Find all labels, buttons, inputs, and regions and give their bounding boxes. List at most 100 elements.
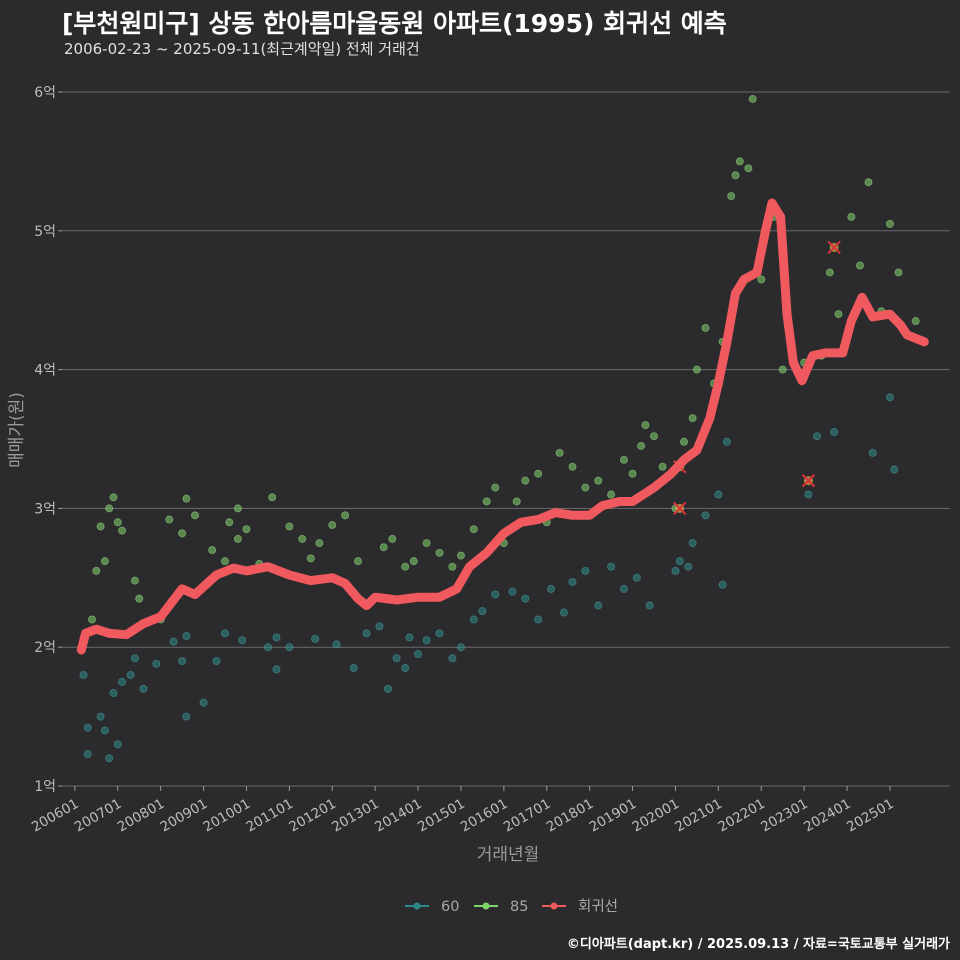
- series-60-point: [632, 573, 641, 582]
- series-60-point: [813, 432, 822, 441]
- series-85-point: [555, 448, 564, 457]
- regression-line: [76, 198, 929, 655]
- chart-title: [부천원미구] 상동 한아름마을동원 아파트(1995) 회귀선 예측: [62, 9, 727, 38]
- series-85-point: [680, 437, 689, 446]
- series-60-point: [701, 511, 710, 520]
- series-85-point: [298, 534, 307, 543]
- series-85-point: [748, 94, 757, 103]
- series-85-point: [469, 525, 478, 534]
- series-85-point: [491, 483, 500, 492]
- series-60-point: [375, 622, 384, 631]
- series-85-point: [911, 317, 920, 326]
- series-85-point: [208, 546, 217, 555]
- series-60-point: [212, 657, 221, 666]
- series-60-point: [722, 437, 731, 446]
- series-85-point: [885, 219, 894, 228]
- series-60-point: [414, 650, 423, 659]
- series-60-point: [581, 566, 590, 575]
- x-tick-label: 202101: [672, 796, 725, 836]
- series-85-point: [688, 414, 697, 423]
- y-tick-label: 3억: [34, 501, 56, 517]
- series-85-point: [456, 551, 465, 560]
- series-85-point: [388, 534, 397, 543]
- series-60-point: [182, 632, 191, 641]
- series-85-point: [534, 469, 543, 478]
- series-85-point: [692, 365, 701, 374]
- series-60-point: [547, 584, 556, 593]
- series-60-point: [79, 670, 88, 679]
- x-tick-label: 201401: [372, 796, 425, 836]
- series-85-point: [96, 522, 105, 531]
- x-tick-label: 201801: [544, 796, 597, 836]
- y-tick-label: 5억: [34, 224, 56, 240]
- series-60-point: [594, 601, 603, 610]
- series-60-point: [199, 698, 208, 707]
- series-60-point: [890, 465, 899, 474]
- series-85-point: [581, 483, 590, 492]
- x-tick-label: 200701: [72, 796, 125, 836]
- x-tick-label: 200901: [158, 796, 211, 836]
- legend-swatch-dot: [413, 902, 421, 910]
- series-60-point: [435, 629, 444, 638]
- series-60-point: [100, 726, 109, 735]
- series-85-point: [315, 539, 324, 548]
- series-60-point: [349, 664, 358, 673]
- series-85-point: [735, 157, 744, 166]
- series-85-point: [328, 521, 337, 530]
- series-85-point: [379, 543, 388, 552]
- credit-text: ©디아파트(dapt.kr) / 2025.09.13 / 자료=국토교통부 실…: [566, 937, 950, 952]
- series-60-point: [469, 615, 478, 624]
- series-60-point: [645, 601, 654, 610]
- series-60-point: [311, 634, 320, 643]
- x-tick-label: 200801: [115, 796, 168, 836]
- series-60-point: [714, 490, 723, 499]
- chart-subtitle: 2006-02-23 ~ 2025-09-11(최근계약일) 전체 거래건: [64, 40, 420, 58]
- series-60-point: [392, 654, 401, 663]
- series-60-point: [139, 684, 148, 693]
- series-85-point: [401, 562, 410, 571]
- series-60-point: [118, 677, 127, 686]
- series-60-point: [491, 590, 500, 599]
- series-60-point: [401, 664, 410, 673]
- highlight-cross: [673, 501, 687, 516]
- series-60-point: [285, 643, 294, 652]
- series-60-point: [804, 490, 813, 499]
- x-tick-label: 202001: [630, 796, 683, 836]
- series-85-point: [422, 539, 431, 548]
- series-85-point: [105, 504, 114, 513]
- series-60-point: [126, 670, 135, 679]
- x-axis-label: 거래년월: [477, 845, 540, 865]
- series-85-point: [619, 455, 628, 464]
- series-60-point: [868, 448, 877, 457]
- series-60-point: [456, 643, 465, 652]
- series-85-point: [778, 365, 787, 374]
- series-60-point: [152, 659, 161, 668]
- series-85-point: [221, 557, 230, 566]
- series-60-point: [619, 584, 628, 593]
- series-85-point: [190, 511, 199, 520]
- series-85-point: [233, 504, 242, 513]
- series-85-point: [100, 557, 109, 566]
- x-tick-label: 201101: [243, 796, 296, 836]
- series-85-point: [409, 557, 418, 566]
- series-60-point: [272, 665, 281, 674]
- series-85-point: [847, 212, 856, 221]
- series-60-point: [684, 562, 693, 571]
- series-85-point: [521, 476, 530, 485]
- series-85-point: [130, 576, 139, 585]
- legend-swatch-dot: [550, 902, 558, 910]
- series-85-point: [757, 275, 766, 284]
- highlight-markers: [673, 240, 841, 516]
- series-85-point: [268, 493, 277, 502]
- y-tick-label: 6억: [34, 85, 56, 101]
- series-60-point: [113, 740, 122, 749]
- series-85-point: [512, 497, 521, 506]
- series-60-point: [405, 633, 414, 642]
- series-60-point: [272, 633, 281, 642]
- x-tick-label: 202201: [715, 796, 768, 836]
- series-60-point: [178, 657, 187, 666]
- series-60-point: [830, 428, 839, 437]
- x-tick-label: 200601: [29, 796, 82, 836]
- series-85-point: [118, 526, 127, 535]
- series-85-point: [855, 261, 864, 270]
